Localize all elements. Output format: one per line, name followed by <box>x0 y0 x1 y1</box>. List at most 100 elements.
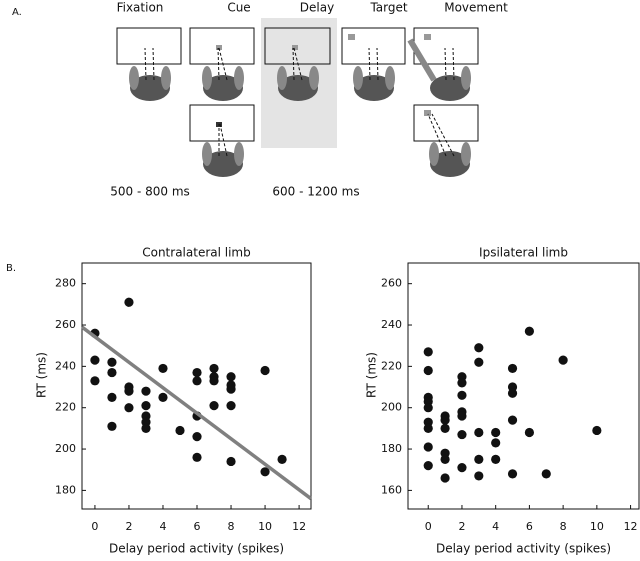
data-point <box>423 347 433 357</box>
y-tick-label: 220 <box>381 359 402 372</box>
stage-label: Delay <box>300 1 334 15</box>
data-point <box>558 355 568 365</box>
data-point <box>124 403 134 413</box>
data-point <box>423 423 433 433</box>
y-tick-label: 200 <box>55 442 76 455</box>
data-point <box>474 471 484 481</box>
stage-label: Target <box>369 1 407 15</box>
data-point <box>90 376 100 386</box>
data-point <box>507 363 518 374</box>
plot-frame <box>81 262 312 510</box>
data-point <box>474 343 484 353</box>
panel-label: B. <box>6 263 16 274</box>
data-point <box>226 384 236 394</box>
x-axis-label: Delay period activity (spikes) <box>436 542 611 556</box>
y-axis-label: RT (ms) <box>365 352 379 398</box>
data-point <box>440 415 450 425</box>
stage-label: Cue <box>227 1 250 15</box>
y-tick-label: 280 <box>55 277 76 290</box>
stage-label: Movement <box>444 1 508 15</box>
y-tick-label: 240 <box>55 359 76 372</box>
data-point <box>175 425 185 436</box>
data-point <box>260 365 270 376</box>
x-tick-label: 10 <box>258 520 272 533</box>
data-point <box>474 454 484 464</box>
data-point <box>524 427 535 438</box>
data-point <box>107 421 117 431</box>
data-point <box>192 452 202 462</box>
x-tick-label: 2 <box>458 520 465 533</box>
x-tick-label: 2 <box>125 520 132 533</box>
x-tick-label: 12 <box>292 520 306 533</box>
x-tick-label: 4 <box>492 520 499 533</box>
data-point <box>141 401 151 411</box>
data-point <box>423 365 433 376</box>
data-point <box>491 427 501 438</box>
y-axis-label: RT (ms) <box>35 352 49 398</box>
x-tick-label: 0 <box>91 520 98 533</box>
data-point <box>440 423 450 433</box>
y-tick-label: 240 <box>381 318 402 331</box>
data-point <box>107 392 117 402</box>
data-point <box>457 411 467 421</box>
data-point <box>226 372 236 382</box>
data-point <box>90 355 100 365</box>
data-point <box>192 432 202 442</box>
data-point <box>541 469 551 479</box>
data-point <box>423 403 433 413</box>
data-point <box>226 401 236 411</box>
data-point <box>423 460 433 471</box>
data-point <box>507 415 518 425</box>
x-tick-label: 6 <box>194 520 201 533</box>
data-point <box>457 378 467 388</box>
x-tick-label: 8 <box>228 520 235 533</box>
x-tick-label: 6 <box>526 520 533 533</box>
data-point <box>124 386 134 396</box>
data-point <box>124 297 134 307</box>
plot-frame <box>407 262 640 510</box>
data-point <box>457 429 467 440</box>
data-point <box>260 467 270 477</box>
duration-label: 500 - 800 ms <box>110 185 190 199</box>
data-point <box>158 363 168 374</box>
data-point <box>423 442 433 452</box>
data-point <box>277 454 287 464</box>
data-point <box>457 390 467 400</box>
data-point <box>141 423 151 433</box>
duration-label: 600 - 1200 ms <box>272 185 359 199</box>
x-tick-label: 10 <box>590 520 604 533</box>
y-tick-label: 180 <box>381 442 402 455</box>
stage-label: Fixation <box>117 1 164 15</box>
data-point <box>192 376 202 386</box>
data-point <box>141 386 151 396</box>
data-point <box>192 367 202 378</box>
y-tick-label: 200 <box>381 401 402 414</box>
data-point <box>440 473 450 483</box>
trend-line <box>80 325 313 501</box>
y-tick-label: 260 <box>381 277 402 290</box>
y-tick-label: 160 <box>381 483 402 496</box>
x-tick-label: 12 <box>624 520 638 533</box>
data-point <box>209 363 219 374</box>
data-point <box>592 425 602 436</box>
x-tick-label: 0 <box>425 520 432 533</box>
data-point <box>107 367 117 378</box>
chart-title: Ipsilateral limb <box>479 246 568 260</box>
data-point <box>524 326 535 336</box>
y-tick-label: 260 <box>55 318 76 331</box>
data-point <box>507 388 518 398</box>
data-point <box>440 454 450 464</box>
x-tick-label: 8 <box>560 520 567 533</box>
x-tick-label: 4 <box>159 520 166 533</box>
data-point <box>491 454 501 464</box>
data-point <box>158 392 168 402</box>
y-tick-label: 180 <box>55 483 76 496</box>
x-axis-label: Delay period activity (spikes) <box>109 542 284 556</box>
data-point <box>474 427 484 438</box>
data-point <box>209 376 219 386</box>
data-point <box>491 438 501 448</box>
data-point <box>474 357 484 367</box>
data-point <box>457 463 467 473</box>
monkeys <box>129 38 471 177</box>
